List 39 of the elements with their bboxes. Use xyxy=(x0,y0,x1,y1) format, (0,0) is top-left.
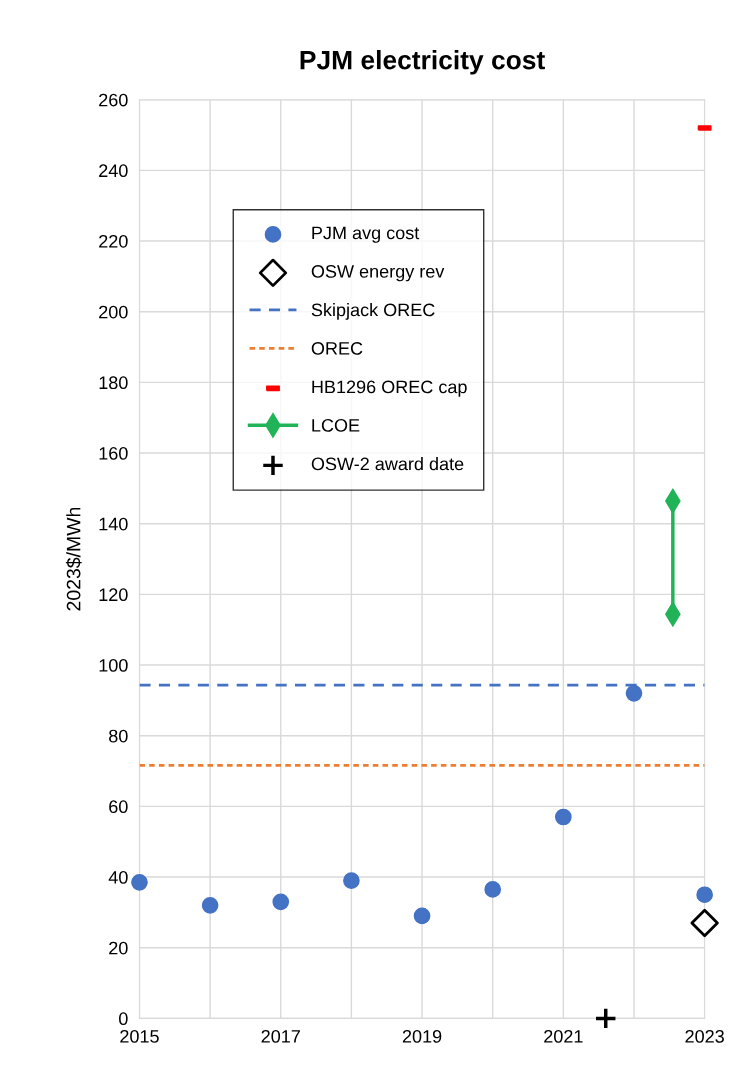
y-tick-label: 60 xyxy=(109,800,128,814)
y-tick-label: 120 xyxy=(99,588,128,602)
chart-title: PJM electricity cost xyxy=(300,50,545,75)
point xyxy=(484,881,502,898)
y-tick-label: 20 xyxy=(109,941,128,955)
legend-label: HB1296 OREC cap xyxy=(312,380,467,397)
x-tick-label: 2021 xyxy=(544,1029,583,1043)
y-tick-label: 160 xyxy=(99,446,128,460)
y-tick-label: 220 xyxy=(99,234,128,248)
point xyxy=(201,896,219,914)
legend-label: OSW energy rev xyxy=(311,265,445,282)
y-axis-title: 2023$/MWh xyxy=(65,507,82,611)
point xyxy=(555,808,572,826)
legend-label: OREC xyxy=(311,342,363,355)
y-tick-label: 100 xyxy=(99,658,128,672)
y-tick-label: 0 xyxy=(119,1012,128,1026)
y-tick-label: 140 xyxy=(99,517,128,531)
y-tick-label: 80 xyxy=(109,729,128,743)
y-tick-label: 40 xyxy=(108,871,128,884)
legend-label: Skipjack OREC xyxy=(311,303,435,320)
x-tick-label: 2019 xyxy=(402,1029,442,1043)
point xyxy=(690,908,719,938)
y-tick-label: 180 xyxy=(99,376,128,390)
x-tick-label: 2017 xyxy=(261,1029,300,1043)
point xyxy=(594,1006,618,1030)
x-tick-label: 2015 xyxy=(120,1029,159,1043)
point xyxy=(343,872,360,889)
point xyxy=(413,907,431,925)
point xyxy=(696,886,713,904)
point xyxy=(272,893,290,911)
y-tick-label: 260 xyxy=(99,93,128,107)
y-tick-label: 200 xyxy=(99,305,128,319)
point xyxy=(625,684,643,702)
y-tick-label: 240 xyxy=(99,164,128,178)
legend-label: PJM avg cost xyxy=(312,226,420,243)
x-tick-label: 2023 xyxy=(685,1029,724,1043)
legend-label: OSW-2 award date xyxy=(311,457,464,471)
point xyxy=(131,874,148,891)
legend-label: LCOE xyxy=(312,419,360,432)
